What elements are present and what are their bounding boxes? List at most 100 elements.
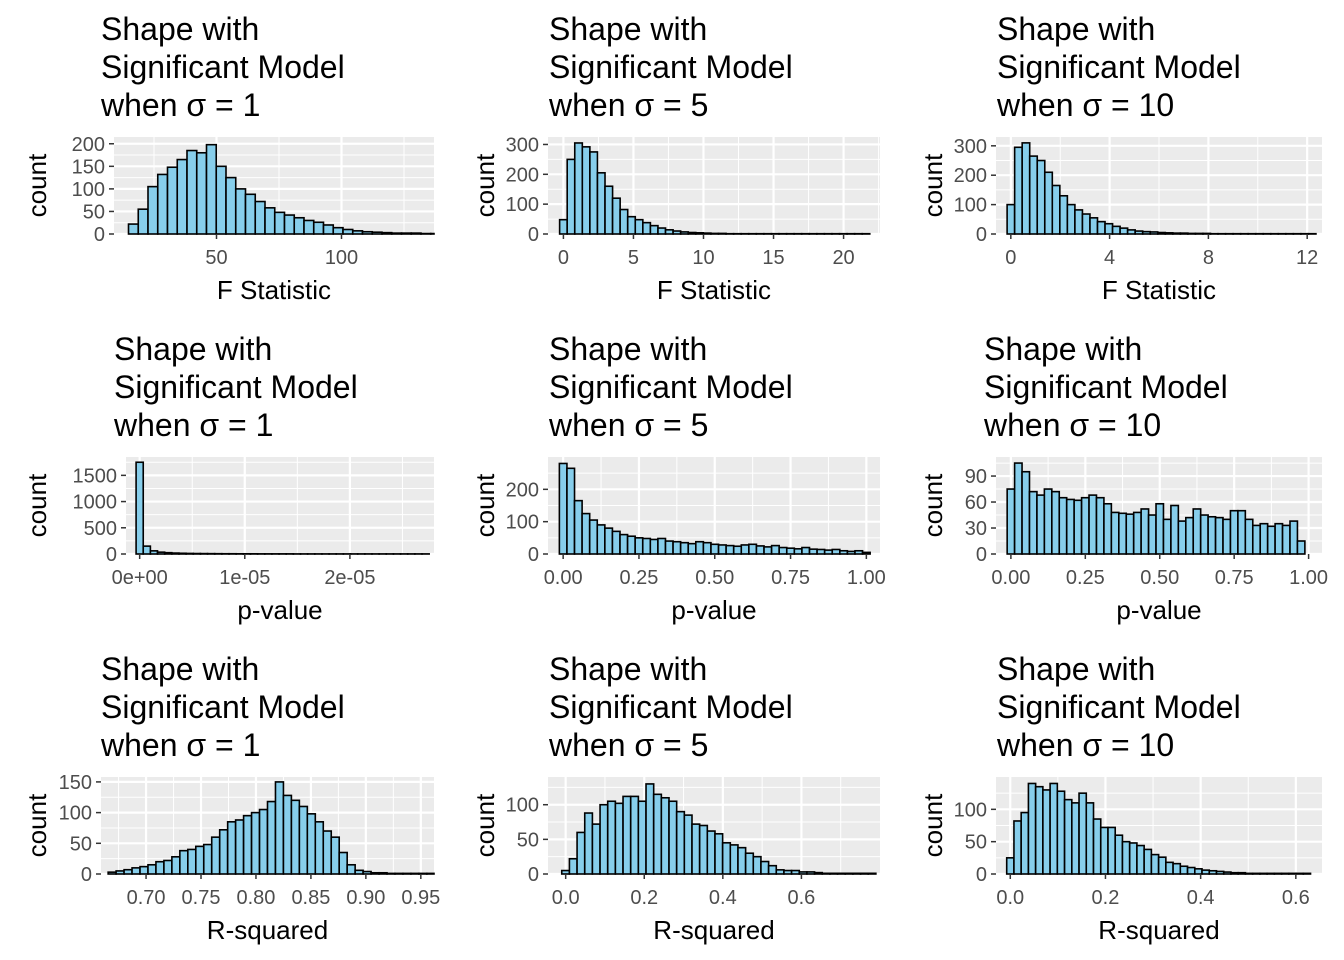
- y-tick-label: 90: [965, 466, 987, 488]
- histogram-bar: [589, 151, 599, 235]
- x-tick-label: 50: [205, 247, 227, 269]
- histogram-bar: [1059, 194, 1069, 235]
- histogram-bar: [381, 231, 393, 235]
- histogram-bar: [626, 535, 636, 555]
- histogram-bar: [147, 863, 157, 875]
- histogram-bar: [687, 231, 697, 235]
- histogram-bar: [1222, 871, 1232, 875]
- histogram-bar: [831, 548, 841, 555]
- x-tick-label: 0.0: [996, 887, 1024, 909]
- histogram-bar: [250, 811, 261, 875]
- x-axis-title: F Statistic: [657, 275, 771, 305]
- y-tick-label: 0: [976, 864, 987, 886]
- histogram-bar: [1092, 818, 1102, 875]
- histogram-bar: [1172, 862, 1182, 875]
- histogram-bar: [1187, 232, 1197, 235]
- histogram-bar: [1273, 872, 1283, 875]
- histogram-bar: [322, 224, 335, 235]
- y-tick-label: 0: [976, 544, 987, 566]
- histogram-bar: [163, 551, 173, 555]
- histogram-bar: [1156, 231, 1167, 235]
- histogram-bar: [702, 541, 712, 555]
- histogram-bar: [566, 467, 576, 555]
- histogram-bar: [611, 530, 621, 555]
- histogram-bar: [823, 549, 834, 555]
- histogram-bar: [338, 851, 348, 875]
- histogram-bar: [1034, 785, 1044, 875]
- histogram-bar: [695, 540, 705, 555]
- chart-title-line: Shape with: [997, 651, 1155, 687]
- y-tick-label: 1500: [73, 465, 118, 487]
- histogram-bar: [1006, 203, 1016, 235]
- y-tick-label: 150: [72, 156, 105, 178]
- histogram-bar: [687, 542, 697, 555]
- histogram-bar: [581, 512, 591, 555]
- histogram-bar: [1132, 511, 1142, 555]
- y-tick-label: 50: [965, 832, 987, 854]
- histogram-bar: [1259, 872, 1268, 875]
- x-tick-label: 0.0: [552, 887, 580, 909]
- histogram-bar: [131, 867, 141, 875]
- y-axis-title: count: [918, 793, 948, 857]
- histogram-bar: [1020, 811, 1030, 875]
- y-tick-label: 0: [528, 864, 539, 886]
- histogram-bar: [1089, 217, 1099, 235]
- histogram-bar: [1208, 869, 1218, 875]
- chart-title-line: when σ = 5: [548, 727, 708, 763]
- histogram-bar: [1099, 826, 1109, 875]
- x-tick-label: 0.6: [788, 887, 816, 909]
- x-tick-label: 0.2: [630, 887, 658, 909]
- y-tick-label: 50: [83, 201, 105, 223]
- panel-background: [126, 457, 434, 554]
- histogram-bar: [576, 831, 586, 875]
- histogram-bar: [793, 548, 803, 555]
- chart-title-line: Shape with: [549, 331, 707, 367]
- histogram-bar: [778, 546, 788, 555]
- histogram-bar: [740, 544, 750, 555]
- histogram-bar: [763, 546, 773, 555]
- histogram-bar: [588, 519, 599, 555]
- histogram-bar: [611, 197, 621, 235]
- histogram-bar: [1136, 844, 1145, 875]
- histogram-bar: [591, 823, 601, 875]
- histogram-bar: [149, 550, 159, 555]
- histogram-bar: [210, 836, 221, 875]
- histogram-bar: [142, 545, 152, 555]
- histogram-bar: [710, 543, 720, 555]
- histogram-bar: [147, 185, 159, 235]
- histogram-bar: [303, 219, 315, 235]
- histogram-bar: [1134, 230, 1144, 235]
- chart-title-line: Significant Model: [984, 369, 1228, 405]
- histogram-bar: [1013, 146, 1023, 235]
- histogram-bar: [702, 232, 712, 235]
- chart-title-line: when σ = 5: [548, 407, 708, 443]
- y-tick-label: 200: [954, 165, 987, 187]
- histogram-bar: [242, 814, 253, 875]
- histogram-bar: [1049, 782, 1059, 875]
- histogram-bar: [801, 546, 811, 555]
- chart-title-line: when σ = 1: [100, 87, 260, 123]
- histogram-bar: [234, 188, 247, 235]
- y-tick-label: 150: [59, 772, 92, 794]
- histogram-bar: [163, 859, 173, 875]
- histogram-bar: [1110, 511, 1120, 555]
- x-tick-label: 10: [692, 247, 714, 269]
- histogram-bar: [1021, 142, 1031, 235]
- histogram-bar: [156, 173, 169, 235]
- histogram-bar: [558, 218, 568, 235]
- histogram-bar: [1043, 171, 1054, 235]
- x-tick-label: 0.75: [1215, 567, 1254, 589]
- histogram-bar: [1103, 502, 1113, 555]
- histogram-bar: [264, 207, 276, 235]
- histogram-bar: [1013, 462, 1023, 555]
- y-tick-label: 0: [528, 544, 539, 566]
- histogram-bar: [706, 830, 716, 875]
- histogram-bar: [361, 230, 374, 235]
- histogram-bar: [619, 533, 629, 555]
- x-tick-label: 0.25: [1066, 567, 1105, 589]
- histogram-bar: [244, 193, 257, 235]
- histogram-bar: [195, 151, 208, 235]
- histogram-bar: [573, 499, 583, 555]
